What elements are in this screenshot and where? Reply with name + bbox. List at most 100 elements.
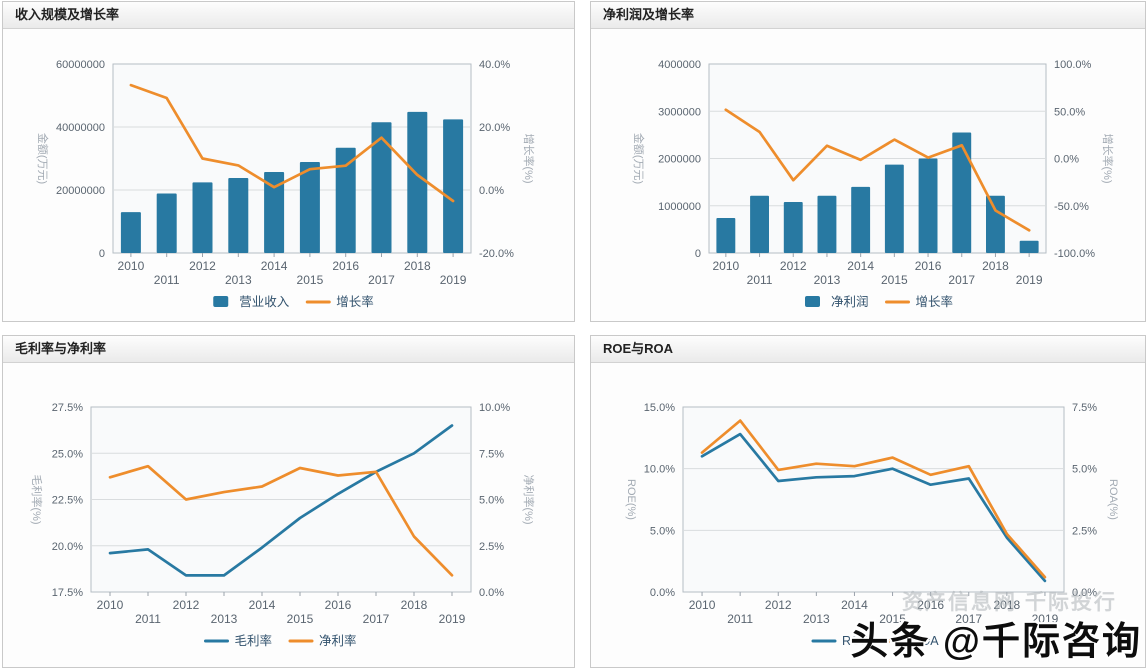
- svg-text:2015: 2015: [881, 273, 908, 287]
- svg-text:15.0%: 15.0%: [644, 402, 675, 414]
- chart-area-revenue-growth: 0 20000000 40000000 60000000 -20.0% 0.0% 20.0%…: [3, 29, 574, 322]
- svg-text:2016: 2016: [915, 259, 942, 273]
- panel-roe-roa: ROE与ROA 0.0% 5.0% 10.0% 15.0% 0.0% 2.5% 5.0% 7.…: [590, 335, 1146, 668]
- svg-text:2013: 2013: [814, 273, 841, 287]
- svg-text:10.0%: 10.0%: [644, 464, 675, 476]
- svg-text:2013: 2013: [803, 612, 830, 626]
- svg-text:2019: 2019: [1016, 273, 1043, 287]
- svg-text:2019: 2019: [1032, 612, 1059, 626]
- revenue-growth-chart: 0 20000000 40000000 60000000 -20.0% 0.0% 20.0%…: [36, 59, 536, 309]
- svg-text:5.0%: 5.0%: [479, 495, 504, 507]
- svg-text:2018: 2018: [401, 598, 428, 612]
- svg-text:增长率(%): 增长率(%): [1101, 133, 1115, 183]
- chart-area-margins: 17.5% 20.0% 22.5% 25.0% 27.5% 0.0% 2.5% 5.0% 7.5…: [3, 363, 574, 667]
- svg-text:净利率: 净利率: [319, 633, 357, 648]
- svg-text:40000000: 40000000: [56, 122, 105, 134]
- panel-netprofit-growth: 净利润及增长率 0 1000000 2000000 3000000 4000000 -10…: [590, 1, 1146, 322]
- svg-text:营业收入: 营业收入: [239, 295, 290, 309]
- svg-text:2015: 2015: [287, 612, 314, 626]
- svg-text:2014: 2014: [249, 598, 276, 612]
- svg-text:2000000: 2000000: [658, 154, 701, 166]
- svg-text:27.5%: 27.5%: [52, 402, 83, 414]
- svg-text:10.0%: 10.0%: [479, 402, 510, 414]
- svg-text:20.0%: 20.0%: [479, 122, 510, 134]
- svg-text:0: 0: [695, 248, 701, 260]
- chart-area-roe-roa: 0.0% 5.0% 10.0% 15.0% 0.0% 2.5% 5.0% 7.5% ROE(%)…: [591, 363, 1145, 667]
- svg-text:2010: 2010: [118, 259, 145, 273]
- chart-title-margins: 毛利率与净利率: [3, 336, 574, 363]
- svg-text:2014: 2014: [847, 259, 874, 273]
- svg-text:2017: 2017: [948, 273, 975, 287]
- svg-text:22.5%: 22.5%: [52, 495, 83, 507]
- svg-text:2010: 2010: [97, 598, 124, 612]
- svg-text:7.5%: 7.5%: [479, 448, 504, 460]
- svg-text:ROA: ROA: [912, 634, 940, 648]
- svg-text:2014: 2014: [841, 598, 868, 612]
- svg-text:2016: 2016: [332, 259, 359, 273]
- svg-text:ROE(%): ROE(%): [625, 479, 637, 520]
- svg-text:2012: 2012: [173, 598, 200, 612]
- svg-text:2017: 2017: [368, 273, 395, 287]
- svg-text:0.0%: 0.0%: [1054, 154, 1079, 166]
- svg-text:2019: 2019: [440, 273, 467, 287]
- site-watermark: 资产信息网 千际投行: [902, 591, 1117, 614]
- chart-title-revenue-growth: 收入规模及增长率: [3, 2, 574, 29]
- chart-title-roe-roa: ROE与ROA: [591, 336, 1145, 363]
- svg-text:ROA(%): ROA(%): [1107, 479, 1119, 520]
- svg-text:2015: 2015: [297, 273, 324, 287]
- svg-text:净利率(%): 净利率(%): [522, 474, 536, 524]
- svg-text:25.0%: 25.0%: [52, 448, 83, 460]
- svg-text:2013: 2013: [211, 612, 238, 626]
- svg-text:2012: 2012: [765, 598, 792, 612]
- svg-text:0.0%: 0.0%: [479, 185, 504, 197]
- svg-text:2014: 2014: [261, 259, 288, 273]
- svg-text:0.0%: 0.0%: [479, 587, 504, 599]
- svg-text:金额(万元): 金额(万元): [632, 133, 646, 184]
- svg-text:2012: 2012: [189, 259, 216, 273]
- svg-text:ROE: ROE: [842, 634, 869, 648]
- svg-text:增长率: 增长率: [916, 294, 954, 309]
- svg-text:20000000: 20000000: [56, 185, 105, 197]
- svg-text:毛利率(%): 毛利率(%): [30, 474, 44, 524]
- svg-text:2.5%: 2.5%: [479, 541, 504, 553]
- svg-text:4000000: 4000000: [658, 59, 701, 71]
- svg-text:2016: 2016: [325, 598, 352, 612]
- svg-text:-20.0%: -20.0%: [479, 248, 514, 260]
- svg-text:2017: 2017: [955, 612, 982, 626]
- svg-text:2017: 2017: [363, 612, 390, 626]
- svg-text:2.5%: 2.5%: [1072, 525, 1097, 537]
- svg-text:2010: 2010: [712, 259, 739, 273]
- svg-text:5.0%: 5.0%: [650, 525, 675, 537]
- svg-text:2019: 2019: [439, 612, 466, 626]
- svg-text:2011: 2011: [135, 612, 161, 626]
- svg-text:毛利率: 毛利率: [235, 633, 273, 648]
- svg-text:7.5%: 7.5%: [1072, 402, 1097, 414]
- chart-title-netprofit-growth: 净利润及增长率: [591, 2, 1145, 29]
- svg-text:增长率: 增长率: [336, 294, 374, 309]
- svg-text:2015: 2015: [879, 612, 906, 626]
- margins-chart: 17.5% 20.0% 22.5% 25.0% 27.5% 0.0% 2.5% 5.0% 7.5…: [30, 402, 536, 648]
- panel-revenue-growth: 收入规模及增长率 0 20000000 40000000 60000000 -20.0%…: [2, 1, 575, 322]
- svg-text:2011: 2011: [747, 273, 773, 287]
- svg-text:50.0%: 50.0%: [1054, 106, 1085, 118]
- svg-text:60000000: 60000000: [56, 59, 105, 71]
- svg-text:2011: 2011: [154, 273, 180, 287]
- svg-text:2018: 2018: [982, 259, 1009, 273]
- svg-text:17.5%: 17.5%: [52, 587, 83, 599]
- svg-text:100.0%: 100.0%: [1054, 59, 1092, 71]
- svg-text:2013: 2013: [225, 273, 252, 287]
- svg-text:净利润: 净利润: [831, 295, 869, 309]
- svg-text:-50.0%: -50.0%: [1054, 201, 1089, 213]
- svg-text:0.0%: 0.0%: [650, 587, 675, 599]
- svg-text:增长率(%): 增长率(%): [522, 133, 536, 183]
- svg-text:40.0%: 40.0%: [479, 59, 510, 71]
- svg-text:20.0%: 20.0%: [52, 541, 83, 553]
- svg-text:2016: 2016: [917, 598, 944, 612]
- svg-text:1000000: 1000000: [658, 201, 701, 213]
- svg-text:2018: 2018: [993, 598, 1020, 612]
- svg-text:2012: 2012: [780, 259, 807, 273]
- netprofit-growth-chart: 0 1000000 2000000 3000000 4000000 -100.0% -50.…: [632, 59, 1115, 309]
- svg-text:3000000: 3000000: [658, 106, 701, 118]
- svg-text:5.0%: 5.0%: [1072, 464, 1097, 476]
